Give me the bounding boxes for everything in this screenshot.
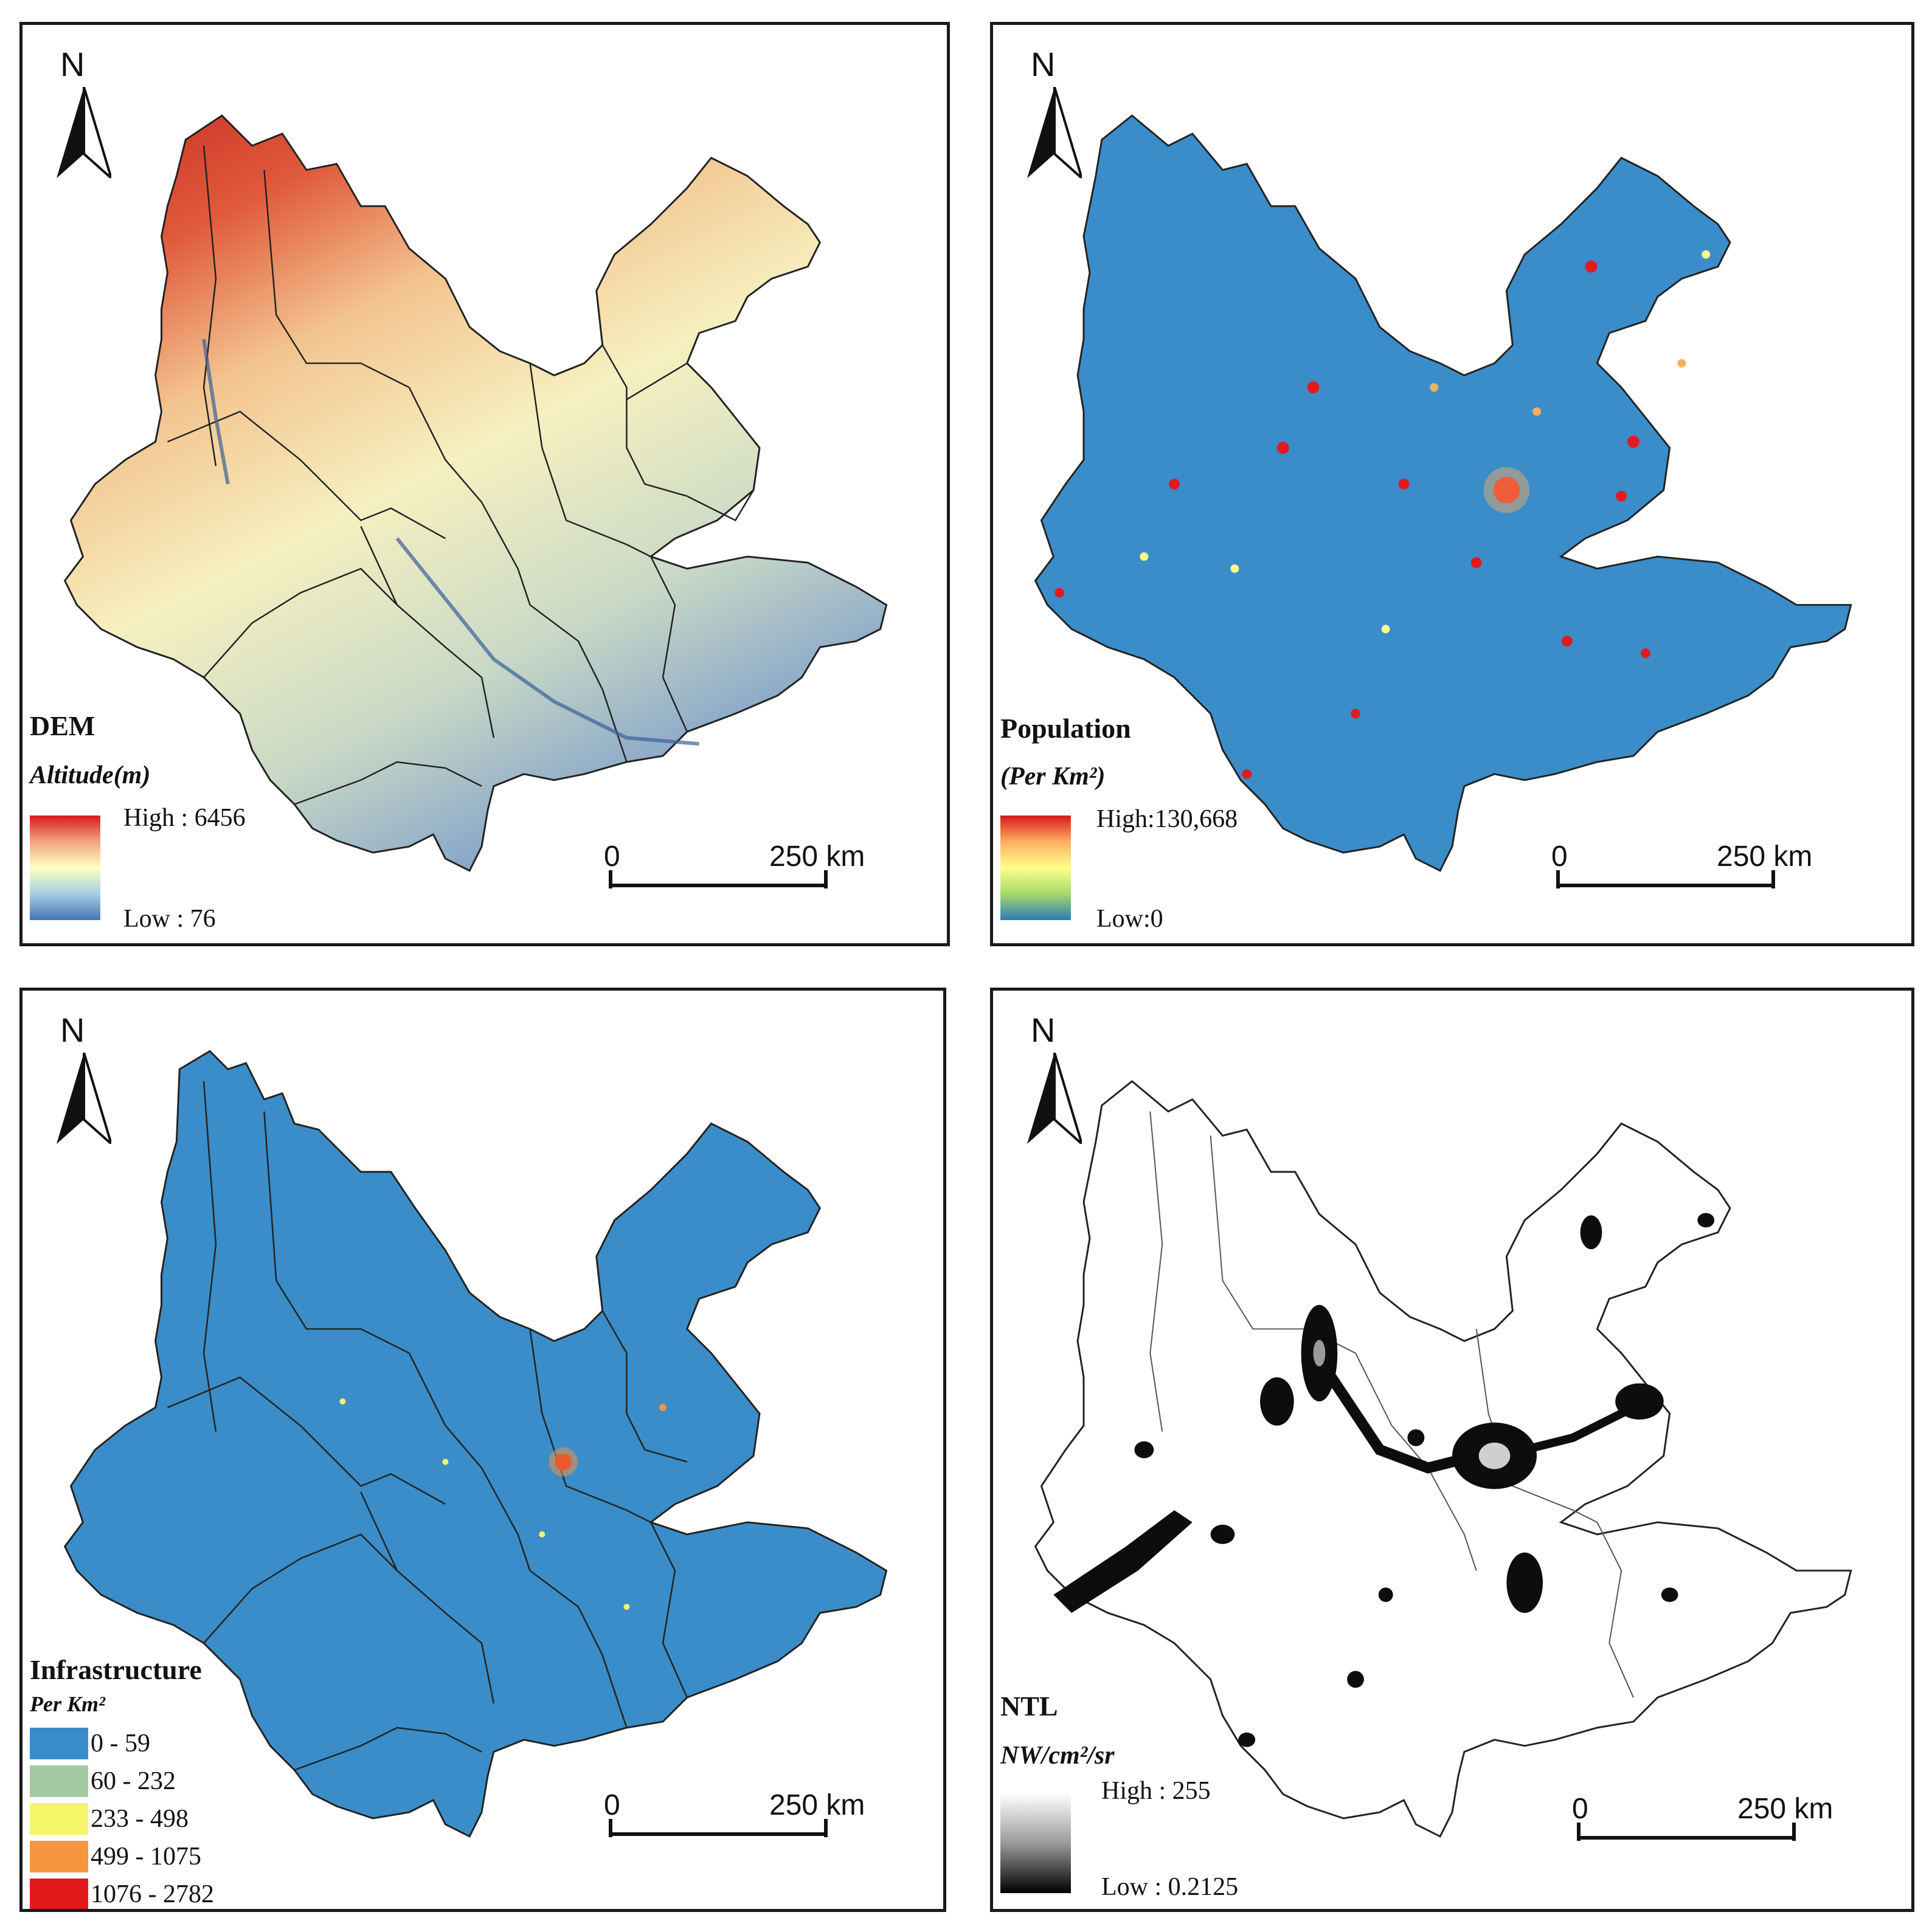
ntl-map-panel: N NTL NW/cm²/sr High : 255 Low : 0.2125 …: [990, 988, 1914, 1912]
legend-class-label: 0 - 59: [91, 1730, 150, 1758]
north-label: N: [60, 45, 85, 83]
scale-tick: [609, 870, 612, 888]
legend-swatch: [30, 1765, 88, 1797]
north-arrow-icon: [1027, 87, 1082, 178]
scale-tick: [1577, 1823, 1581, 1841]
scale-line: [1577, 1836, 1796, 1840]
scale-bar: 0 250 km: [604, 840, 865, 907]
north-arrow: N: [38, 36, 130, 200]
legend-title: NTL: [1000, 1691, 1058, 1722]
ramp-low-label: Low:0: [1096, 905, 1163, 933]
night-light-clusters: [1053, 1213, 1715, 1747]
population-map-panel: N Population (Per Km²) High:130,668 Low:…: [990, 22, 1914, 946]
scale-tick: [824, 870, 828, 888]
scale-tick: [824, 1819, 828, 1837]
legend-swatch: [30, 1879, 88, 1909]
north-arrow-icon: [57, 1053, 111, 1144]
legend-subtitle: Altitude(m): [30, 761, 151, 789]
ntl-map: [1034, 1080, 1852, 1838]
scale-zero-label: 0: [1572, 1793, 1588, 1825]
legend-subtitle: (Per Km²): [1000, 763, 1106, 791]
dem-map-panel: N DEM Altitude(m) High : 6456 Low : 76 0…: [19, 22, 950, 946]
legend-class-label: 60 - 232: [91, 1767, 176, 1795]
legend-swatch: [30, 1728, 88, 1759]
north-arrow: N: [38, 1002, 130, 1166]
north-label: N: [60, 1011, 85, 1049]
yunnan-province-shape: [63, 114, 888, 872]
scale-distance-label: 250 km: [769, 1789, 865, 1821]
ramp-high-label: High : 255: [1101, 1777, 1211, 1805]
scale-tick: [609, 1819, 612, 1837]
infrastructure-map: [63, 1050, 888, 1838]
scale-tick: [1556, 870, 1560, 888]
yunnan-province-shape: [63, 1050, 888, 1838]
north-arrow: N: [1009, 36, 1100, 200]
legend-class-label: 1076 - 2782: [91, 1880, 214, 1908]
prefecture-boundaries: [167, 1081, 688, 1771]
scale-distance-label: 250 km: [1717, 840, 1813, 873]
scale-line: [609, 884, 828, 887]
legend-subtitle: NW/cm²/sr: [1000, 1742, 1115, 1770]
scale-zero-label: 0: [604, 1789, 620, 1821]
night-light-glow: [1313, 1340, 1511, 1469]
north-arrow-icon: [57, 87, 111, 178]
north-label: N: [1031, 45, 1056, 83]
ramp-high-label: High:130,668: [1096, 805, 1238, 833]
ntl-color-ramp: [1000, 1793, 1071, 1893]
ramp-low-label: Low : 76: [123, 905, 216, 933]
scale-tick: [1771, 870, 1775, 888]
scale-line: [609, 1832, 828, 1836]
north-arrow-icon: [1027, 1053, 1082, 1144]
infrastructure-hotspots: [339, 1398, 667, 1610]
dem-map: [63, 114, 888, 872]
legend-title: DEM: [30, 710, 95, 741]
population-color-ramp: [1000, 816, 1071, 920]
population-hotspots: [1054, 250, 1711, 779]
scale-bar: 0 250 km: [1551, 840, 1812, 907]
legend-title: Population: [1000, 713, 1131, 744]
population-map: [1034, 114, 1852, 872]
legend-swatch: [30, 1803, 88, 1835]
scale-line: [1556, 884, 1775, 887]
altitude-color-ramp: [30, 816, 100, 920]
ramp-high-label: High : 6456: [123, 804, 246, 832]
river-valleys: [202, 339, 699, 746]
legend-swatch: [30, 1841, 88, 1872]
legend-title: Infrastructure: [30, 1654, 202, 1685]
scale-zero-label: 0: [604, 840, 620, 873]
scale-zero-label: 0: [1551, 840, 1568, 873]
north-arrow: N: [1009, 1002, 1100, 1166]
scale-bar: 0 250 km: [604, 1789, 865, 1855]
north-label: N: [1031, 1011, 1056, 1049]
yunnan-province-shape: [1034, 114, 1852, 872]
prefecture-boundaries: [167, 145, 755, 805]
legend-class-label: 499 - 1075: [91, 1843, 201, 1871]
ramp-low-label: Low : 0.2125: [1101, 1873, 1239, 1901]
legend-class-label: 233 - 498: [91, 1805, 189, 1833]
scale-distance-label: 250 km: [769, 840, 865, 873]
scale-distance-label: 250 km: [1737, 1793, 1833, 1825]
scale-bar: 0 250 km: [1572, 1792, 1833, 1859]
legend-subtitle: Per Km²: [30, 1692, 105, 1716]
infrastructure-map-panel: N Infrastructure Per Km² 0 - 59 60 - 232 2…: [19, 988, 946, 1912]
scale-tick: [1792, 1823, 1796, 1841]
